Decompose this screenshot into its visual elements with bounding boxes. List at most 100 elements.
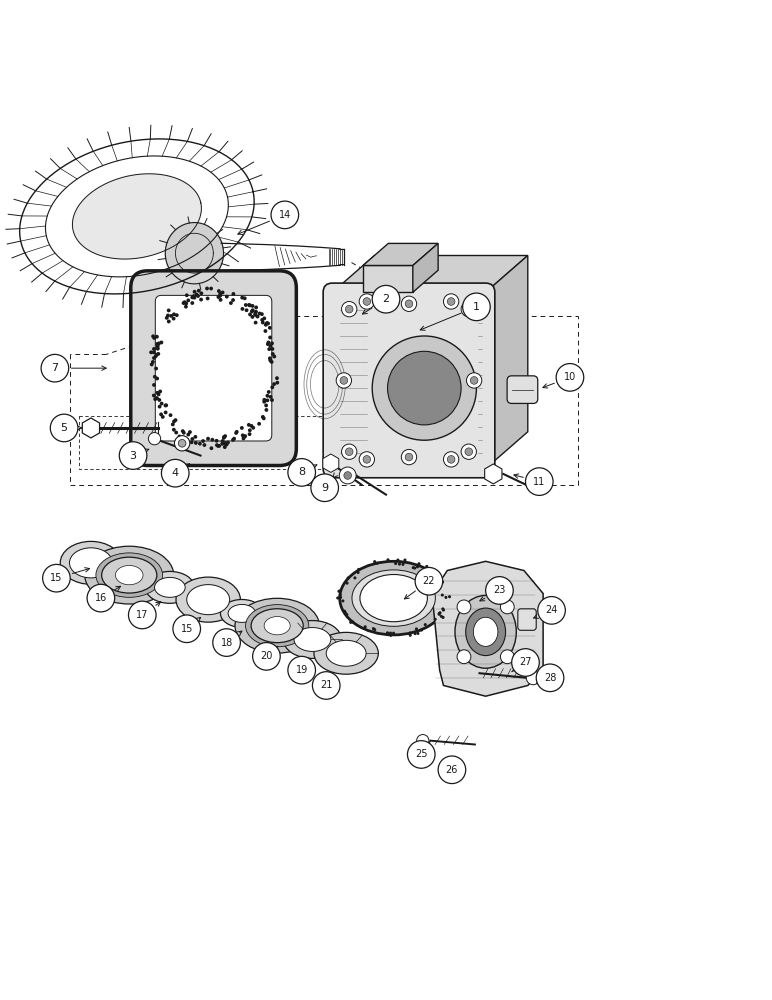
Circle shape — [161, 415, 164, 419]
Circle shape — [363, 456, 371, 463]
Circle shape — [270, 398, 274, 402]
Circle shape — [191, 295, 195, 299]
Circle shape — [345, 448, 353, 456]
Circle shape — [248, 428, 252, 432]
Circle shape — [164, 403, 168, 407]
Circle shape — [262, 400, 266, 404]
Ellipse shape — [102, 557, 157, 593]
Ellipse shape — [360, 574, 428, 622]
FancyBboxPatch shape — [518, 609, 537, 630]
Circle shape — [440, 615, 443, 618]
Circle shape — [500, 600, 514, 614]
Circle shape — [225, 295, 229, 299]
Circle shape — [205, 297, 209, 300]
Circle shape — [150, 363, 154, 366]
Circle shape — [218, 294, 222, 298]
Circle shape — [168, 413, 172, 417]
Circle shape — [441, 581, 444, 584]
Ellipse shape — [283, 621, 341, 658]
Circle shape — [447, 298, 455, 305]
Circle shape — [251, 315, 255, 319]
Ellipse shape — [372, 336, 476, 440]
Circle shape — [148, 433, 161, 445]
Circle shape — [157, 392, 161, 396]
Circle shape — [242, 435, 246, 439]
Circle shape — [413, 567, 416, 570]
Circle shape — [243, 434, 247, 438]
Circle shape — [222, 435, 226, 439]
Circle shape — [461, 301, 476, 317]
Circle shape — [160, 341, 164, 344]
Circle shape — [252, 643, 280, 670]
Circle shape — [268, 336, 272, 339]
Circle shape — [223, 445, 227, 449]
Circle shape — [195, 293, 198, 297]
Circle shape — [442, 607, 445, 610]
Circle shape — [257, 422, 261, 426]
Polygon shape — [363, 243, 438, 265]
Circle shape — [270, 347, 274, 351]
Polygon shape — [333, 256, 528, 292]
Text: 25: 25 — [415, 749, 428, 759]
Circle shape — [465, 305, 472, 313]
Circle shape — [512, 649, 540, 676]
Ellipse shape — [455, 595, 516, 668]
Circle shape — [193, 290, 197, 294]
Circle shape — [41, 354, 69, 382]
Circle shape — [339, 596, 342, 599]
Ellipse shape — [69, 548, 113, 578]
Circle shape — [223, 434, 227, 438]
Circle shape — [343, 610, 346, 613]
Circle shape — [159, 412, 163, 416]
Circle shape — [174, 418, 178, 422]
Ellipse shape — [85, 546, 174, 604]
Circle shape — [466, 373, 482, 388]
Circle shape — [158, 390, 162, 393]
Ellipse shape — [466, 608, 506, 656]
Circle shape — [194, 441, 198, 445]
Circle shape — [349, 621, 352, 624]
Circle shape — [216, 295, 220, 299]
Circle shape — [359, 452, 374, 467]
Circle shape — [178, 435, 181, 438]
Circle shape — [273, 382, 276, 386]
Circle shape — [128, 601, 156, 629]
Circle shape — [197, 289, 201, 293]
Text: 26: 26 — [445, 765, 458, 775]
Circle shape — [216, 444, 220, 448]
Ellipse shape — [60, 541, 121, 584]
Text: 23: 23 — [493, 585, 506, 595]
Circle shape — [181, 301, 185, 305]
Circle shape — [250, 310, 254, 313]
Ellipse shape — [251, 609, 303, 643]
Circle shape — [408, 631, 411, 634]
Circle shape — [415, 567, 442, 595]
Circle shape — [438, 612, 441, 615]
Polygon shape — [73, 174, 201, 259]
Circle shape — [152, 394, 156, 397]
Ellipse shape — [221, 599, 263, 627]
Circle shape — [151, 360, 155, 364]
Circle shape — [394, 562, 397, 565]
Circle shape — [256, 315, 259, 318]
Circle shape — [405, 453, 413, 461]
Circle shape — [351, 620, 354, 624]
Ellipse shape — [228, 604, 256, 622]
Circle shape — [261, 415, 265, 419]
Circle shape — [154, 354, 157, 358]
Circle shape — [266, 394, 269, 398]
Circle shape — [347, 577, 350, 580]
Circle shape — [438, 756, 466, 784]
Circle shape — [254, 310, 258, 314]
Circle shape — [226, 441, 230, 444]
Circle shape — [266, 398, 269, 402]
Circle shape — [414, 632, 417, 635]
Circle shape — [442, 609, 445, 612]
Text: 5: 5 — [60, 423, 68, 433]
Circle shape — [465, 448, 472, 456]
Circle shape — [191, 437, 195, 441]
Ellipse shape — [145, 571, 195, 603]
FancyBboxPatch shape — [155, 295, 272, 441]
Circle shape — [181, 429, 185, 433]
Circle shape — [174, 436, 190, 451]
